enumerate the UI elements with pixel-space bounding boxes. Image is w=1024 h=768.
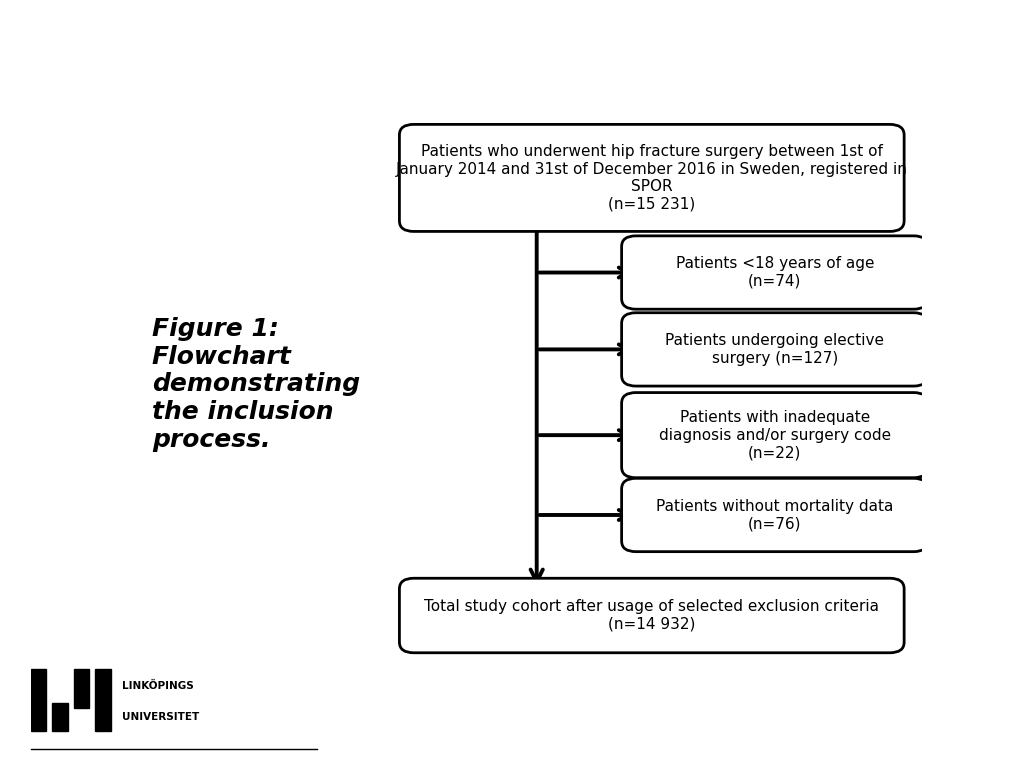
Bar (52, 703, 68, 731)
FancyBboxPatch shape (622, 392, 928, 478)
FancyBboxPatch shape (622, 236, 928, 310)
Text: Figure 1:
Flowchart
demonstrating
the inclusion
process.: Figure 1: Flowchart demonstrating the in… (152, 317, 359, 452)
Text: Patients undergoing elective
surgery (n=127): Patients undergoing elective surgery (n=… (666, 333, 885, 366)
Text: LINKÖPINGS: LINKÖPINGS (123, 680, 195, 691)
FancyBboxPatch shape (622, 478, 928, 551)
FancyBboxPatch shape (399, 578, 904, 653)
Bar (74, 669, 89, 708)
Text: Patients <18 years of age
(n=74): Patients <18 years of age (n=74) (676, 257, 874, 289)
Text: Patients who underwent hip fracture surgery between 1st of
January 2014 and 31st: Patients who underwent hip fracture surg… (396, 144, 907, 211)
Bar (95, 669, 111, 731)
Text: Patients with inadequate
diagnosis and/or surgery code
(n=22): Patients with inadequate diagnosis and/o… (658, 410, 891, 460)
Text: Patients without mortality data
(n=76): Patients without mortality data (n=76) (656, 498, 894, 531)
Bar (31, 669, 46, 731)
FancyBboxPatch shape (399, 124, 904, 231)
Text: UNIVERSITET: UNIVERSITET (123, 712, 200, 722)
FancyBboxPatch shape (622, 313, 928, 386)
Text: Total study cohort after usage of selected exclusion criteria
(n=14 932): Total study cohort after usage of select… (424, 599, 880, 632)
